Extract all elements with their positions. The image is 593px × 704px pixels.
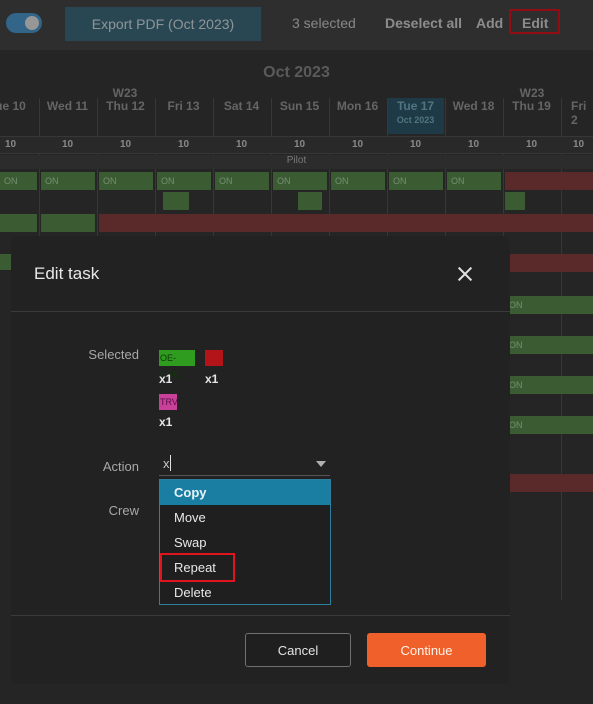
close-icon[interactable] bbox=[455, 264, 475, 284]
duty-on[interactable]: ON bbox=[0, 172, 37, 190]
action-value: x bbox=[163, 456, 170, 471]
day-header[interactable]: Fri 13 bbox=[167, 99, 200, 113]
dialog-title: Edit task bbox=[34, 264, 100, 283]
task-chip[interactable] bbox=[205, 350, 223, 366]
day-header[interactable]: ue 10 bbox=[0, 99, 26, 113]
duty-on[interactable]: ON bbox=[215, 172, 269, 190]
option-delete[interactable]: Delete bbox=[174, 585, 212, 600]
duty-on[interactable]: ON bbox=[447, 172, 501, 190]
duty-on[interactable]: ON bbox=[157, 172, 211, 190]
day-header[interactable]: Sat 14 bbox=[223, 99, 260, 113]
chip-quantity: x1 bbox=[159, 372, 173, 386]
duty-on[interactable] bbox=[298, 192, 322, 210]
edit-task-dialog: Edit task Selected OE-HGG x1 x1 TRV x1 A… bbox=[11, 236, 510, 684]
day-count: 10 bbox=[573, 139, 585, 150]
cancel-button[interactable]: Cancel bbox=[245, 633, 351, 667]
day-count: 10 bbox=[409, 139, 422, 150]
week-label: W23 bbox=[112, 86, 138, 100]
day-header-today[interactable]: Tue 17 Oct 2023 bbox=[387, 98, 444, 134]
duty-on[interactable]: ON bbox=[41, 172, 95, 190]
chip-quantity: x1 bbox=[205, 372, 219, 386]
day-header[interactable]: Thu 19 bbox=[512, 99, 551, 113]
view-toggle[interactable] bbox=[6, 13, 42, 33]
option-copy[interactable]: Copy bbox=[160, 480, 330, 505]
duty-on[interactable]: ON bbox=[273, 172, 327, 190]
highlight-box bbox=[509, 9, 560, 34]
duty-on[interactable] bbox=[505, 192, 525, 210]
duty-on[interactable]: ON bbox=[99, 172, 153, 190]
duty-on[interactable]: ON bbox=[331, 172, 385, 190]
text-caret bbox=[170, 455, 171, 471]
day-count: 10 bbox=[119, 139, 132, 150]
day-count: 10 bbox=[235, 139, 248, 150]
duty-off[interactable] bbox=[505, 172, 593, 190]
chip-quantity: x1 bbox=[159, 415, 173, 429]
duty-on[interactable] bbox=[163, 192, 189, 210]
deselect-all-button[interactable]: Deselect all bbox=[385, 15, 463, 31]
day-header[interactable]: Fri 2 bbox=[571, 99, 587, 127]
action-label: Action bbox=[102, 459, 139, 474]
selected-label: Selected bbox=[88, 347, 139, 362]
duty-on[interactable] bbox=[41, 214, 95, 232]
day-count: 10 bbox=[351, 139, 364, 150]
duty-on[interactable]: ON bbox=[505, 336, 593, 354]
option-repeat[interactable]: Repeat bbox=[174, 560, 216, 575]
day-header[interactable]: Wed 11 bbox=[46, 99, 89, 113]
day-count: 10 bbox=[293, 139, 306, 150]
selected-count: 3 selected bbox=[292, 15, 356, 31]
day-count: 10 bbox=[177, 139, 190, 150]
group-label: Pilot bbox=[0, 155, 593, 169]
day-header[interactable]: Wed 18 bbox=[452, 99, 495, 113]
edit-button[interactable]: Edit bbox=[522, 15, 549, 31]
option-move[interactable]: Move bbox=[174, 510, 206, 525]
export-pdf-button[interactable]: Export PDF (Oct 2023) bbox=[65, 7, 261, 41]
day-count: 10 bbox=[4, 139, 17, 150]
duty-on[interactable]: ON bbox=[505, 376, 593, 394]
continue-button[interactable]: Continue bbox=[367, 633, 486, 667]
highlight-box bbox=[160, 553, 235, 582]
divider bbox=[11, 615, 510, 616]
day-count: 10 bbox=[525, 139, 538, 150]
week-label: W23 bbox=[519, 86, 545, 100]
day-header[interactable]: Sun 15 bbox=[279, 99, 320, 113]
month-label: Oct 2023 bbox=[263, 64, 330, 81]
duty-on[interactable]: ON bbox=[389, 172, 443, 190]
action-select[interactable]: x bbox=[159, 452, 330, 476]
duty-on[interactable] bbox=[0, 214, 37, 232]
toggle-knob bbox=[25, 16, 39, 30]
crew-label: Crew bbox=[108, 503, 139, 518]
count-row: 10 10 10 10 10 10 10 10 10 10 10 bbox=[0, 136, 593, 154]
day-count: 10 bbox=[61, 139, 74, 150]
task-chip[interactable]: OE-HGG bbox=[159, 350, 195, 379]
duty-off[interactable] bbox=[505, 474, 593, 492]
action-dropdown: Copy Move Swap Repeat Delete bbox=[159, 479, 331, 605]
add-button[interactable]: Add bbox=[476, 15, 504, 31]
chevron-down-icon[interactable] bbox=[316, 461, 326, 467]
toolbar: Export PDF (Oct 2023) 3 selected Deselec… bbox=[0, 0, 593, 50]
duty-on[interactable]: ON bbox=[505, 416, 593, 434]
duty-off[interactable] bbox=[505, 254, 593, 272]
divider bbox=[11, 311, 510, 312]
day-header[interactable]: Mon 16 bbox=[336, 99, 379, 113]
day-header[interactable]: Thu 12 bbox=[106, 99, 145, 113]
task-chip[interactable]: TRV bbox=[159, 394, 178, 410]
duty-on[interactable]: ON bbox=[505, 296, 593, 314]
day-count: 10 bbox=[467, 139, 480, 150]
duty-off[interactable] bbox=[99, 214, 593, 232]
option-swap[interactable]: Swap bbox=[174, 535, 207, 550]
